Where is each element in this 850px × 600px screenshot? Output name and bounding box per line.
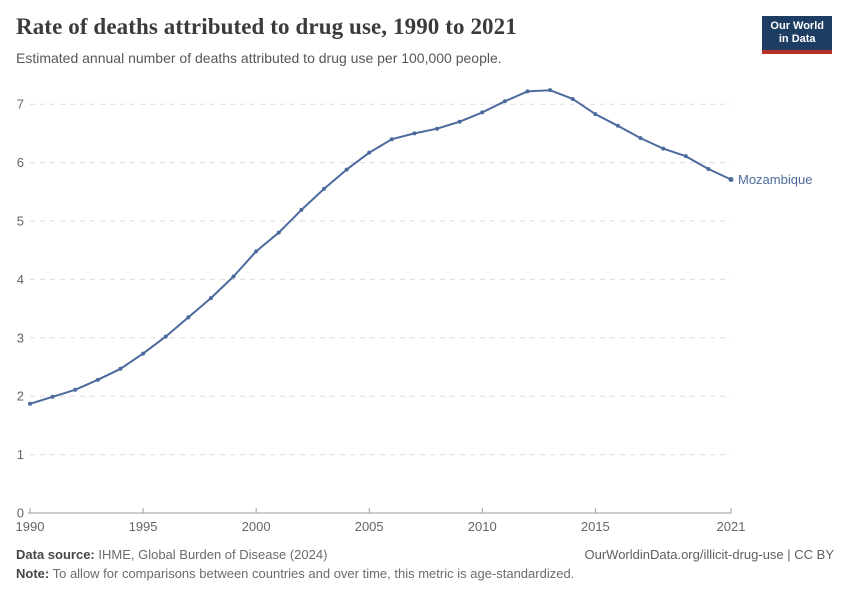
data-point[interactable] [389,137,394,142]
x-tick-label: 1990 [16,519,45,534]
chart-footer: Data source: IHME, Global Burden of Dise… [16,547,834,581]
data-point[interactable] [254,249,259,254]
y-tick-label: 2 [17,389,24,404]
page-subtitle: Estimated annual number of deaths attrib… [16,50,502,66]
owid-logo-line1: Our World [770,20,824,32]
data-point[interactable] [186,315,191,320]
data-point[interactable] [728,177,734,183]
data-point[interactable] [118,366,123,371]
owid-logo-line2: in Data [778,33,816,45]
data-point[interactable] [457,119,462,124]
data-point[interactable] [435,126,440,131]
x-tick-label: 2010 [468,519,497,534]
note-label: Note: [16,566,50,581]
data-point[interactable] [638,136,643,141]
data-source-value: IHME, Global Burden of Disease (2024) [94,547,328,562]
data-point[interactable] [570,96,575,101]
line-chart-canvas: 0 1 2 3 4 5 6 7 1990 1995 2000 2005 2010 2015 2021 Moza… [16,88,812,534]
page-title: Rate of deaths attributed to drug use, 1… [16,14,517,39]
y-tick-label: 4 [17,272,24,287]
y-tick-label: 3 [17,330,24,345]
x-tick-label: 2015 [581,519,610,534]
series-line[interactable] [29,89,732,405]
data-point[interactable] [683,154,688,159]
data-point[interactable] [276,230,281,235]
data-point[interactable] [73,387,78,392]
data-point[interactable] [231,274,236,279]
data-point[interactable] [163,334,168,339]
data-point[interactable] [502,99,507,104]
footer-row-note: Note: To allow for comparisons between c… [16,566,834,581]
owid-logo[interactable]: Our World in Data [762,16,832,54]
data-point[interactable] [344,167,349,172]
data-point[interactable] [593,112,598,117]
data-point[interactable] [299,207,304,212]
series-end-label[interactable]: Mozambique [738,172,812,187]
data-point[interactable] [548,88,553,93]
x-tick-label: 2021 [717,519,746,534]
data-source-text: Data source: IHME, Global Burden of Dise… [16,547,327,562]
owid-url-link[interactable]: OurWorldinData.org/illicit-drug-use | CC… [584,547,835,562]
note-value: To allow for comparisons between countri… [49,566,575,581]
data-point[interactable] [28,401,32,406]
data-point[interactable] [367,150,372,155]
data-point[interactable] [525,89,530,94]
y-tick-label: 1 [17,447,24,462]
data-point[interactable] [661,146,666,151]
x-tick-label: 2005 [355,519,384,534]
y-tick-label: 5 [17,214,24,229]
footer-row-source: Data source: IHME, Global Burden of Dise… [16,547,834,562]
data-point[interactable] [480,110,485,115]
y-tick-label: 0 [17,506,24,521]
data-source-label: Data source: [16,547,95,562]
data-point[interactable] [141,351,146,356]
data-point[interactable] [95,377,100,382]
data-point[interactable] [615,123,620,128]
data-point[interactable] [321,186,326,191]
data-point[interactable] [208,296,213,301]
x-tick-label: 2000 [242,519,271,534]
data-point[interactable] [706,167,711,172]
data-point[interactable] [50,394,55,399]
y-tick-label: 7 [17,97,24,112]
y-tick-label: 6 [17,155,24,170]
data-point[interactable] [412,131,417,136]
x-tick-label: 1995 [129,519,158,534]
